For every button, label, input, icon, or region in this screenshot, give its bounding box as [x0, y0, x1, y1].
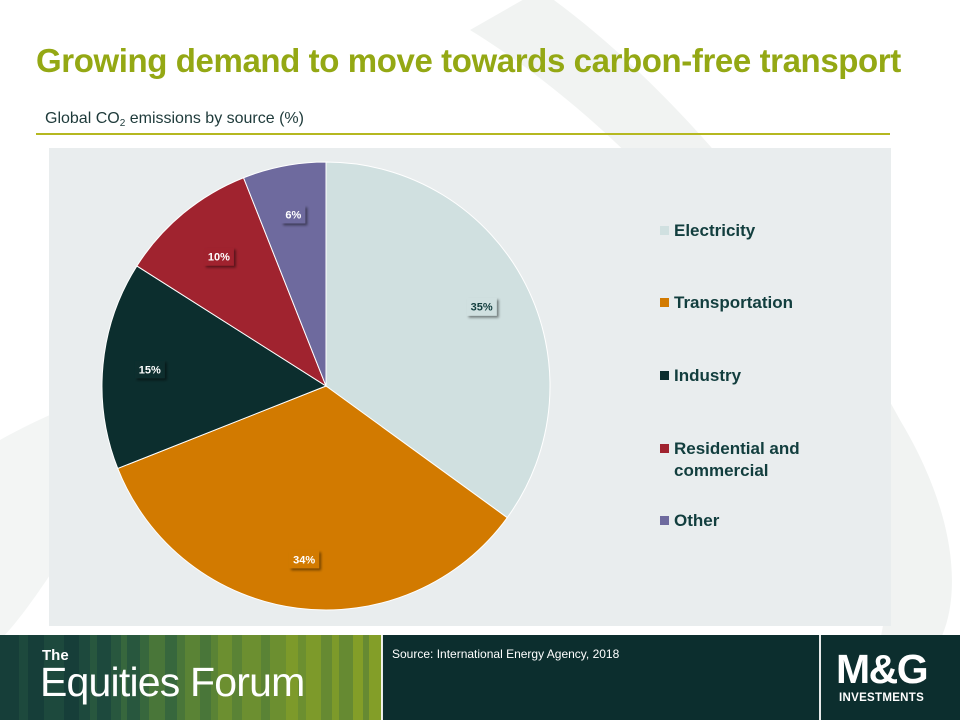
- legend-item-electricity: Electricity: [660, 220, 860, 242]
- legend-item-residential-and-commercial: Residential and commercial: [660, 438, 860, 482]
- value-label-residential-and-commercial: 10%: [203, 247, 234, 266]
- value-label-text: 10%: [208, 252, 230, 264]
- legend-item-transportation: Transportation: [660, 292, 860, 314]
- footer-bar: The Equities Forum Source: International…: [0, 635, 960, 720]
- pie-slice-residential-and-commercial: [136, 177, 328, 388]
- value-label-box: [281, 205, 306, 224]
- legend-label: Other: [674, 511, 720, 530]
- footer-stripes: [0, 635, 382, 720]
- value-label-text: 15%: [139, 364, 161, 376]
- pie-slice-industry: [101, 265, 328, 470]
- legend-label: Residential and commercial: [674, 439, 800, 480]
- value-label-text: 34%: [293, 554, 315, 566]
- value-label-industry: 15%: [134, 360, 165, 379]
- legend-label: Transportation: [674, 293, 794, 312]
- subtitle-text-tail: emissions by source (%): [125, 110, 304, 127]
- legend-swatch: [660, 371, 669, 380]
- value-label-transportation: 34%: [289, 550, 320, 569]
- pie-chart: 35% 34% 15% 10% 6%: [101, 161, 551, 611]
- mg-logo: M&G INVESTMENTS: [836, 647, 946, 711]
- value-label-electricity: 35%: [466, 297, 497, 316]
- logo-subtext: INVESTMENTS: [839, 692, 925, 704]
- legend-label: Electricity: [674, 221, 756, 240]
- value-label-box: [203, 247, 234, 266]
- source-note: Source: International Energy Agency, 201…: [392, 647, 620, 661]
- brand-name: Equities Forum: [40, 659, 305, 705]
- legend-item-other: Other: [660, 510, 860, 532]
- legend-swatch: [660, 298, 669, 307]
- legend-swatch: [660, 516, 669, 525]
- legend-swatch: [660, 444, 669, 453]
- value-label-other: 6%: [281, 205, 306, 224]
- footer-divider-right: [819, 635, 821, 720]
- pie-slice-transportation: [117, 385, 508, 611]
- pie-slice-electricity: [325, 161, 551, 519]
- value-label-text: 6%: [285, 209, 301, 221]
- value-label-box: [289, 550, 320, 569]
- title-rule: [36, 133, 890, 135]
- value-label-box: [134, 360, 165, 379]
- footer-divider-left: [381, 635, 383, 720]
- legend-label: Industry: [674, 366, 742, 385]
- slide-title: Growing demand to move towards carbon-fr…: [36, 42, 901, 79]
- subtitle-text: Global CO: [45, 110, 120, 127]
- value-label-box: [466, 297, 497, 316]
- value-label-text: 35%: [471, 302, 493, 314]
- logo-wordmark: M&G: [836, 646, 929, 692]
- legend-swatch: [660, 226, 669, 235]
- subtitle-subscript: 2: [119, 118, 126, 129]
- pie-slice-other: [242, 161, 327, 387]
- brand-small-text: The: [42, 647, 69, 664]
- chart-subtitle: Global CO2 emissions by source (%): [45, 110, 304, 129]
- legend-item-industry: Industry: [660, 365, 860, 387]
